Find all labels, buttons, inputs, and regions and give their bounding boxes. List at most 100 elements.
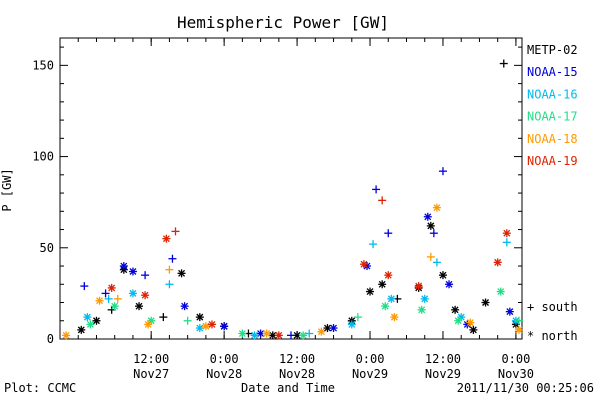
data-point-north [144, 320, 153, 329]
data-point-south [438, 167, 447, 176]
legend-entry: METP-02 [527, 43, 578, 57]
data-point-north [347, 320, 356, 329]
data-point-north [381, 302, 390, 311]
marker-stroke [387, 295, 395, 303]
marker-stroke [384, 271, 392, 279]
marker-stroke [497, 288, 505, 296]
data-point-south [165, 280, 174, 289]
marker-stroke [162, 235, 170, 243]
marker-stroke [111, 302, 119, 310]
marker-stroke [257, 330, 265, 337]
marker-stroke [181, 302, 189, 310]
data-point-south [113, 294, 122, 303]
marker-stroke [62, 331, 70, 339]
data-point-south [183, 316, 192, 325]
data-point-south [305, 329, 314, 338]
legend-entry: NOAA-15 [527, 65, 578, 79]
data-point-south [80, 282, 89, 291]
data-point-north [432, 203, 441, 212]
x-tick-label-time: 0:00 [501, 352, 530, 366]
legend-entry: NOAA-17 [527, 110, 578, 124]
data-point-north [514, 325, 523, 334]
data-point-north [378, 280, 387, 289]
marker-stroke [96, 297, 103, 305]
x-tick-label-date: Nov28 [206, 367, 242, 381]
marker-stroke [275, 331, 283, 339]
data-point-south [104, 294, 113, 303]
data-point-north [250, 331, 259, 340]
data-point-north [141, 291, 150, 300]
marker-stroke [466, 319, 474, 327]
data-point-north [135, 302, 144, 311]
data-point-south [287, 331, 295, 340]
data-point-north [128, 267, 137, 276]
data-point-north [466, 318, 475, 327]
marker-stroke [144, 320, 152, 328]
data-point-north [451, 305, 460, 314]
series-metp-02 [77, 59, 520, 340]
marker-stroke [439, 271, 447, 279]
marker-stroke [108, 284, 116, 292]
data-point-north [110, 302, 119, 311]
data-point-north [390, 313, 399, 322]
y-tick-label: 100 [32, 150, 54, 164]
data-point-north [238, 329, 247, 338]
data-point-north [505, 307, 514, 316]
marker-stroke [494, 258, 502, 266]
marker-stroke [299, 331, 307, 339]
marker-stroke [506, 308, 514, 316]
x-axis-label: Date and Time [241, 381, 335, 395]
marker-stroke [454, 317, 462, 325]
data-point-north [207, 320, 216, 329]
legend-entry: NOAA-16 [527, 87, 578, 101]
x-tick-label-date: Nov30 [498, 367, 534, 381]
marker-stroke [433, 204, 441, 212]
data-point-south [499, 59, 508, 68]
data-point-south [429, 229, 438, 238]
data-point-south [378, 196, 387, 205]
marker-stroke [515, 326, 523, 334]
marker-stroke [424, 213, 432, 221]
marker-stroke [390, 313, 398, 321]
data-point-south [171, 227, 180, 236]
marker-stroke [196, 313, 204, 321]
data-point-north [201, 322, 210, 331]
data-point-north [220, 322, 229, 331]
x-tick-label-date: Nov29 [352, 367, 388, 381]
plot-credit: Plot: CCMC [4, 381, 76, 395]
marker-stroke [378, 280, 386, 288]
data-point-north [359, 260, 368, 269]
data-point-north [274, 331, 283, 340]
data-point-north [481, 298, 490, 307]
plot-timestamp: 2011/11/30 00:25:06 [457, 381, 594, 395]
y-tick-label: 150 [32, 58, 54, 72]
marker-stroke [269, 331, 277, 339]
data-point-north [317, 327, 326, 336]
marker-stroke [445, 280, 453, 288]
data-point-north [92, 316, 101, 325]
data-point-south [141, 271, 150, 280]
data-point-north [496, 287, 505, 296]
data-point-north [417, 305, 426, 314]
marker-stroke [129, 268, 137, 275]
marker-stroke [482, 299, 489, 306]
x-tick-label-time: 12:00 [279, 352, 315, 366]
marker-stroke [202, 322, 210, 330]
data-point-north [329, 324, 338, 333]
x-tick-label-date: Nov29 [425, 367, 461, 381]
data-point-south [426, 252, 435, 261]
marker-stroke [317, 328, 325, 336]
data-point-north [195, 313, 204, 322]
data-point-north [423, 212, 432, 221]
marker-stroke [503, 229, 511, 237]
series-noaa-19 [107, 196, 511, 340]
marker-stroke [451, 306, 459, 314]
marker-stroke [330, 324, 338, 332]
data-point-north [83, 313, 92, 322]
marker-stroke [348, 320, 356, 328]
marker-stroke [366, 288, 374, 296]
y-tick-label: 0 [47, 332, 54, 346]
y-axis-label: P [GW] [0, 168, 14, 211]
marker-stroke [141, 291, 149, 299]
